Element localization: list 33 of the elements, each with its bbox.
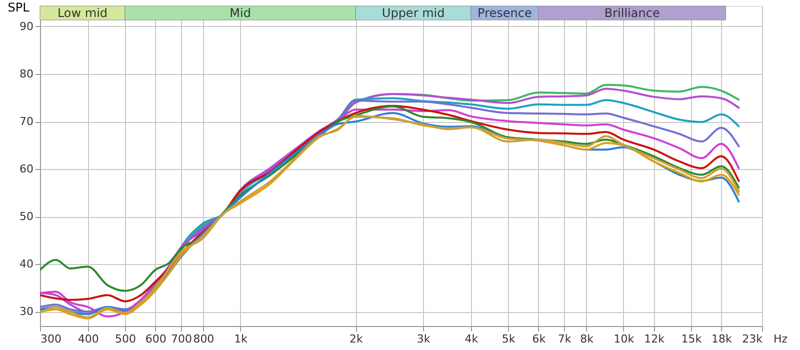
x-tick-label: 4k [464, 332, 479, 346]
x-tick-label: 23k [742, 332, 764, 346]
x-tick-label: 800 [193, 332, 214, 346]
x-tick-label: 300 [40, 332, 62, 346]
band-label: Presence [478, 6, 532, 20]
y-tick-label: 50 [20, 210, 34, 224]
x-tick-label: 10k [614, 332, 635, 346]
x-tick-label: 5k [502, 332, 516, 346]
x-tick-label: 1k [234, 332, 248, 346]
y-tick-label: 40 [20, 258, 34, 271]
x-tick-label: 15k [681, 332, 702, 346]
y-axis-title: SPL [8, 0, 30, 14]
x-tick-label: 6k [532, 332, 546, 346]
x-tick-label: 3k [416, 332, 431, 346]
y-tick-label: 60 [20, 162, 34, 176]
y-tick-label: 70 [20, 115, 34, 128]
x-tick-label: 700 [170, 332, 192, 346]
x-tick-label: 8k [580, 332, 594, 346]
x-tick-label: 18k [712, 332, 733, 346]
band-label: Mid [230, 6, 251, 20]
band-label: Low mid [57, 6, 108, 20]
x-tick-label: 400 [78, 332, 99, 346]
band-label: Brilliance [604, 6, 660, 20]
x-axis-title: Hz [774, 332, 788, 346]
x-tick-label: 500 [114, 332, 136, 346]
x-tick-label: 12k [644, 332, 666, 346]
x-tick-label: 7k [558, 332, 572, 346]
y-tick-label: 90 [20, 20, 34, 33]
band-label: Upper mid [382, 6, 445, 20]
y-tick-label: 80 [20, 67, 34, 80]
y-tick-label: 30 [20, 305, 34, 318]
x-tick-label: 2k [349, 332, 364, 346]
x-tick-label: 600 [145, 332, 166, 346]
